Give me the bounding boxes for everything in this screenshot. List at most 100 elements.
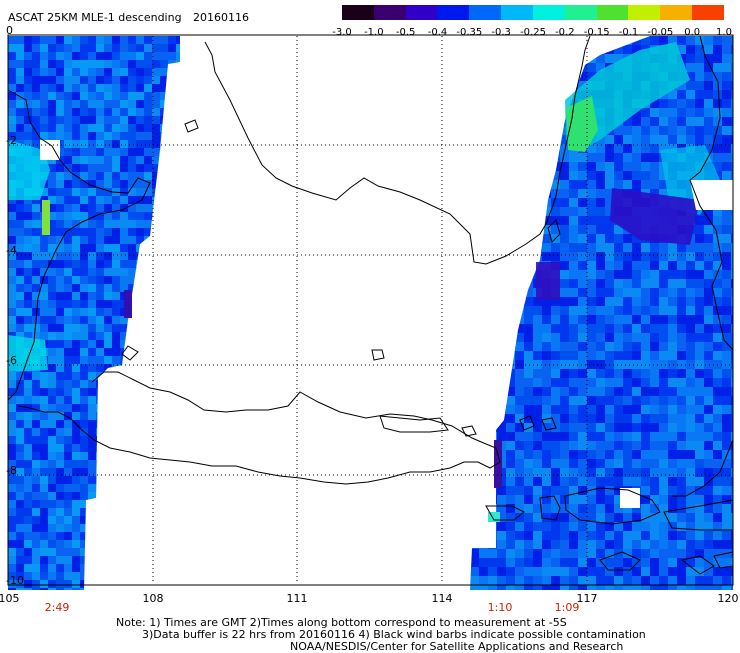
- wind-cell: [506, 495, 516, 505]
- wind-cell: [569, 45, 579, 55]
- wind-cell: [632, 36, 642, 46]
- wind-cell: [96, 212, 105, 221]
- wind-cell: [488, 324, 498, 334]
- wind-cell: [56, 492, 65, 501]
- wind-cell: [104, 580, 113, 589]
- wind-cell: [686, 324, 696, 334]
- wind-cell: [506, 540, 516, 550]
- wind-cell: [488, 126, 498, 136]
- wind-cell: [524, 567, 534, 577]
- wind-cell: [64, 428, 73, 437]
- wind-cell: [677, 81, 687, 91]
- wind-cell: [533, 108, 543, 118]
- wind-cell: [8, 212, 17, 221]
- wind-cell: [542, 108, 552, 118]
- wind-cell: [80, 212, 89, 221]
- wind-cell: [72, 516, 81, 525]
- wind-cell: [623, 315, 633, 325]
- wind-cell: [560, 468, 570, 478]
- wind-cell: [48, 524, 57, 533]
- wind-cell: [56, 92, 65, 101]
- wind-cell: [533, 540, 543, 550]
- wind-cell: [8, 532, 17, 541]
- wind-cell: [605, 387, 615, 397]
- wind-cell: [176, 444, 180, 453]
- wind-cell: [24, 60, 33, 69]
- wind-cell: [632, 423, 642, 433]
- wind-cell: [104, 412, 113, 421]
- wind-cell: [731, 441, 733, 451]
- wind-cell: [56, 396, 65, 405]
- wind-cell: [506, 486, 516, 496]
- wind-cell: [104, 260, 113, 269]
- wind-cell: [104, 332, 113, 341]
- wind-cell: [569, 387, 579, 397]
- wind-cell: [96, 492, 105, 501]
- colorbar-strip: [342, 5, 724, 20]
- wind-cell: [551, 567, 561, 577]
- wind-cell: [136, 332, 145, 341]
- wind-cell: [596, 567, 606, 577]
- wind-cell: [713, 216, 723, 226]
- wind-cell: [542, 378, 552, 388]
- wind-cell: [56, 468, 65, 477]
- wind-cell: [506, 360, 516, 370]
- wind-cell: [578, 288, 588, 298]
- wind-cell: [596, 315, 606, 325]
- wind-cell: [587, 495, 597, 505]
- wind-cell: [96, 188, 105, 197]
- wind-cell: [641, 531, 651, 541]
- wind-cell: [605, 207, 615, 217]
- wind-cell: [650, 135, 660, 145]
- wind-cell: [605, 423, 615, 433]
- wind-cell: [722, 171, 732, 181]
- wind-cell: [176, 124, 180, 133]
- wind-cell: [470, 180, 480, 190]
- coastline: [379, 415, 449, 433]
- wind-cell: [48, 516, 57, 525]
- wind-cell: [704, 90, 714, 100]
- wind-cell: [160, 316, 169, 325]
- wind-cell: [120, 116, 129, 125]
- wind-cell: [497, 63, 507, 73]
- wind-cell: [16, 564, 25, 573]
- wind-cell: [623, 234, 633, 244]
- wind-cell: [8, 116, 17, 125]
- wind-cell: [168, 260, 177, 269]
- wind-cell: [104, 516, 113, 525]
- wind-cell: [623, 432, 633, 442]
- wind-cell: [8, 516, 17, 525]
- wind-cell: [596, 504, 606, 514]
- wind-cell: [695, 423, 705, 433]
- wind-cell: [8, 292, 17, 301]
- wind-cell: [497, 504, 507, 514]
- wind-cell: [704, 333, 714, 343]
- wind-cell: [56, 204, 65, 213]
- wind-cell: [64, 44, 73, 53]
- wind-cell: [160, 476, 169, 485]
- wind-cell: [641, 450, 651, 460]
- wind-cell: [704, 522, 714, 532]
- wind-cell: [506, 36, 516, 46]
- wind-cell: [128, 420, 137, 429]
- wind-cell: [650, 531, 660, 541]
- wind-cell: [542, 585, 552, 590]
- wind-cell: [650, 414, 660, 424]
- wind-cell: [524, 288, 534, 298]
- wind-cell: [40, 564, 49, 573]
- wind-cell: [8, 244, 17, 253]
- wind-cell: [32, 68, 41, 77]
- wind-cell: [614, 558, 624, 568]
- wind-cell: [64, 244, 73, 253]
- wind-cell: [614, 513, 624, 523]
- wind-cell: [515, 234, 525, 244]
- wind-cell: [24, 524, 33, 533]
- wind-cell: [104, 284, 113, 293]
- wind-cell: [632, 108, 642, 118]
- wind-cell: [120, 68, 129, 77]
- wind-cell: [80, 356, 89, 365]
- wind-cell: [24, 204, 33, 213]
- wind-cell: [659, 432, 669, 442]
- wind-cell: [668, 432, 678, 442]
- wind-cell: [72, 36, 81, 45]
